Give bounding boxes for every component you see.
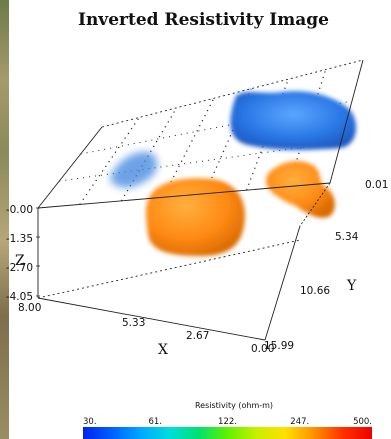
z-tick-label: -4.05 xyxy=(6,291,33,303)
high-resistivity-body xyxy=(110,151,158,188)
colorbar-tick-label: 30. xyxy=(83,417,97,427)
x-tick-label: 0.00 xyxy=(251,343,274,355)
box-edge xyxy=(329,59,364,184)
grid-line xyxy=(204,88,252,194)
x-tick-label: 8.00 xyxy=(18,302,41,314)
z-tick-label: -2.70 xyxy=(6,262,33,274)
box-edge xyxy=(264,225,301,341)
box-edge xyxy=(37,297,266,341)
low-resistivity-body xyxy=(146,178,245,256)
colorbar-tick-label: 500. xyxy=(353,417,372,427)
axis-tick-labels: -0.00 -1.35 -2.70 -4.058.00 5.33 2.67 0.00 0.01… xyxy=(6,179,389,355)
z-tick-label: -1.35 xyxy=(6,233,33,245)
colorbar-tick-label: 122. xyxy=(218,417,237,427)
low-resistivity-body xyxy=(266,161,335,218)
resistivity-bodies xyxy=(110,91,356,256)
colorbar-gradient xyxy=(83,427,372,439)
colorbar-tick-label: 61. xyxy=(148,417,162,427)
chart-title: Inverted Resistivity Image xyxy=(78,10,329,30)
x-tick-label: 2.67 xyxy=(186,330,209,342)
x-axis-title: X xyxy=(158,342,168,358)
y-tick-label: 0.01 xyxy=(365,179,388,191)
box-front-edges xyxy=(37,59,364,341)
y-tick-label: 5.34 xyxy=(335,231,359,243)
box-edge xyxy=(299,182,331,227)
box-edge xyxy=(37,126,103,209)
box-edge xyxy=(37,182,331,209)
colorbar-title: Resistivity (ohm-m) xyxy=(195,401,273,410)
high-resistivity-body xyxy=(230,91,356,150)
z-tick-label: -0.00 xyxy=(6,204,33,216)
photo-edge-strip xyxy=(0,0,9,439)
colorbar: Resistivity (ohm-m) 30. 61. 122. 247. 500. xyxy=(83,401,372,439)
y-axis-title: Y xyxy=(346,278,357,294)
grid-line xyxy=(79,117,140,205)
x-tick-label: 5.33 xyxy=(122,317,145,329)
y-tick-label: 15.99 xyxy=(264,340,294,352)
y-tick-label: 10.66 xyxy=(300,285,330,297)
z-axis-title: Z xyxy=(15,253,25,269)
colorbar-tick-label: 247. xyxy=(290,417,309,427)
grid-line xyxy=(80,100,353,155)
